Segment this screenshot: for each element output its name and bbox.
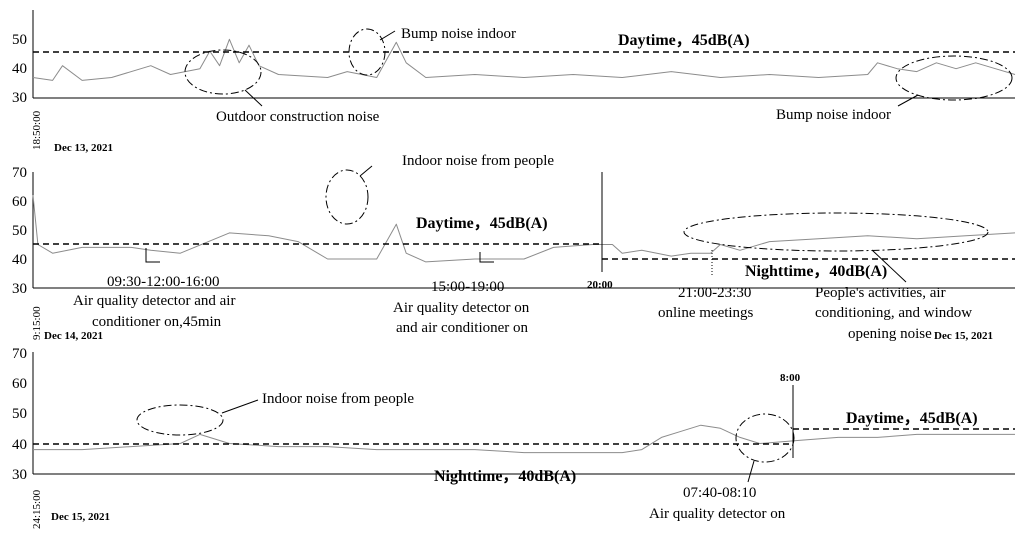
annotation-2-activities-l1: People's activities, air	[815, 285, 946, 301]
annotation-2-ac-l2: and air conditioner on	[396, 320, 529, 336]
date-label-1: Dec 13, 2021	[54, 142, 113, 154]
annotation-2-time1: 09:30-12:00-16:00	[107, 274, 220, 290]
annotation-3-detector: Air quality detector on	[649, 506, 786, 522]
ytick-2-50: 50	[12, 223, 27, 239]
pointer-3-people	[221, 399, 259, 414]
pointer-2-activities	[871, 249, 907, 283]
annotation-2-detector-l2: conditioner on,45min	[92, 314, 222, 330]
series-line-1	[32, 38, 1016, 81]
ytick-1-30: 30	[12, 90, 27, 106]
marker-label-800: 8:00	[780, 372, 801, 384]
marker-label-2000: 20:00	[587, 279, 613, 291]
panel-dec14: 70 60 50 40 30 9:15:00 Dec 14, 2021 Dec …	[12, 153, 1016, 342]
ytick-2-30: 30	[12, 281, 27, 297]
callout-3-detector	[735, 413, 795, 463]
ytick-3-40: 40	[12, 437, 27, 453]
annotation-1-bump-left: Bump noise indoor	[401, 26, 516, 42]
annotation-1-bump-right: Bump noise indoor	[776, 107, 891, 123]
threshold-label-3-daytime: Daytime，45dB(A)	[846, 410, 978, 427]
pointer-1-bump-left	[379, 30, 396, 41]
annotation-2-time2: 15:00-19:00	[431, 279, 504, 295]
annotation-1-construction: Outdoor construction noise	[216, 109, 380, 125]
start-time-1: 18:50:00	[31, 110, 43, 150]
pointer-1-bump-right	[897, 94, 919, 107]
ytick-2-70: 70	[12, 165, 27, 181]
pointer-2-detector	[145, 248, 160, 263]
annotation-2-meetings: online meetings	[658, 305, 754, 321]
annotation-3-people: Indoor noise from people	[262, 391, 414, 407]
ytick-3-60: 60	[12, 376, 27, 392]
pointer-3-detector	[747, 460, 755, 483]
annotation-2-ac-l1: Air quality detector on	[393, 300, 530, 316]
ytick-1-40: 40	[12, 61, 27, 77]
date-label-2: Dec 14, 2021	[44, 330, 103, 342]
ytick-1-50: 50	[12, 32, 27, 48]
panel-dec15: 70 60 50 40 30 24:15:00 Dec 15, 2021 8:0…	[12, 346, 1015, 529]
annotation-2-people: Indoor noise from people	[402, 153, 554, 169]
ytick-2-40: 40	[12, 252, 27, 268]
callout-1-construction	[184, 49, 262, 95]
panel-dec13: 50 40 30 18:50:00 Dec 13, 2021 Daytime，4…	[12, 10, 1016, 154]
threshold-label-1: Daytime，45dB(A)	[618, 32, 750, 49]
pointer-2-ac	[479, 252, 494, 263]
ytick-2-60: 60	[12, 194, 27, 210]
pointer-2-people	[359, 165, 373, 177]
annotation-3-time: 07:40-08:10	[683, 485, 756, 501]
pointer-1-construction	[244, 89, 263, 107]
threshold-label-3-nighttime: Nighttime，40dB(A)	[434, 468, 576, 485]
date-label-2-right: Dec 15, 2021	[934, 330, 993, 342]
ytick-3-30: 30	[12, 467, 27, 483]
threshold-label-2-daytime: Daytime，45dB(A)	[416, 215, 548, 232]
threshold-label-2-nighttime: Nighttime，40dB(A)	[745, 263, 887, 280]
callout-3-people	[136, 404, 224, 436]
callout-2-people	[325, 169, 369, 225]
series-line-3	[33, 424, 1015, 454]
annotation-2-detector-l1: Air quality detector and air	[73, 293, 235, 309]
start-time-3: 24:15:00	[31, 489, 43, 529]
annotation-2-time3: 21:00-23:30	[678, 285, 751, 301]
ytick-3-50: 50	[12, 406, 27, 422]
callout-1-bump-left	[348, 28, 386, 76]
callout-2-activities	[683, 212, 989, 252]
annotation-2-activities-l3: opening noise	[848, 326, 932, 342]
series-line-2	[32, 195, 1016, 263]
start-time-2: 9:15:00	[31, 306, 43, 340]
ytick-3-70: 70	[12, 346, 27, 362]
annotation-2-activities-l2: conditioning, and window	[815, 305, 972, 321]
callout-1-bump-right	[895, 55, 1013, 101]
date-label-3: Dec 15, 2021	[51, 511, 110, 523]
